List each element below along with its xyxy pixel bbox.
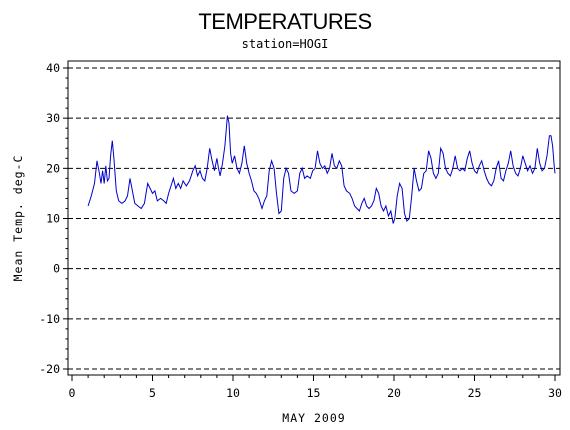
x-axis-label: MAY 2009: [282, 411, 345, 425]
chart-title: TEMPERATURES: [198, 9, 371, 34]
x-tick-label: 5: [149, 386, 156, 400]
y-axis-label: Mean Temp. deg-C: [11, 155, 25, 282]
x-tick-label: 30: [548, 386, 562, 400]
x-tick-label: 25: [468, 386, 482, 400]
y-tick-label: -20: [39, 362, 60, 376]
x-tick-label: 0: [69, 386, 76, 400]
grid-lines: [68, 67, 560, 370]
y-tick-label: 30: [46, 111, 60, 125]
series-line-mean-temp: [87, 115, 556, 224]
y-tick-label: -10: [39, 312, 60, 326]
y-tick-label: 40: [46, 61, 60, 75]
y-tick-label: 0: [53, 262, 60, 276]
x-tick-label: 20: [387, 386, 401, 400]
y-tick-label: 20: [46, 161, 60, 175]
y-tick-label: 10: [46, 212, 60, 226]
y-axis: -20 -10 0 10 20 30 40: [39, 61, 68, 376]
x-tick-label: 15: [307, 386, 321, 400]
x-axis: 0 5 10 15 20 25 30: [69, 375, 562, 400]
chart-subtitle: station=HOGI: [242, 37, 329, 51]
x-tick-label: 10: [226, 386, 240, 400]
